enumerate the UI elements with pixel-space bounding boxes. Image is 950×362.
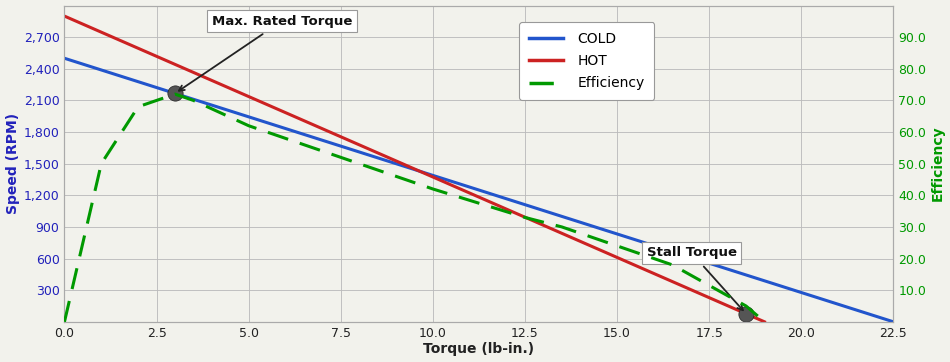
- Text: Max. Rated Torque: Max. Rated Torque: [179, 14, 352, 91]
- Y-axis label: Speed (RPM): Speed (RPM): [6, 113, 20, 214]
- Y-axis label: Efficiency: Efficiency: [930, 126, 944, 202]
- Legend: COLD, HOT, Efficiency: COLD, HOT, Efficiency: [519, 22, 655, 100]
- X-axis label: Torque (lb-in.): Torque (lb-in.): [424, 342, 535, 357]
- Text: Stall Torque: Stall Torque: [647, 247, 743, 310]
